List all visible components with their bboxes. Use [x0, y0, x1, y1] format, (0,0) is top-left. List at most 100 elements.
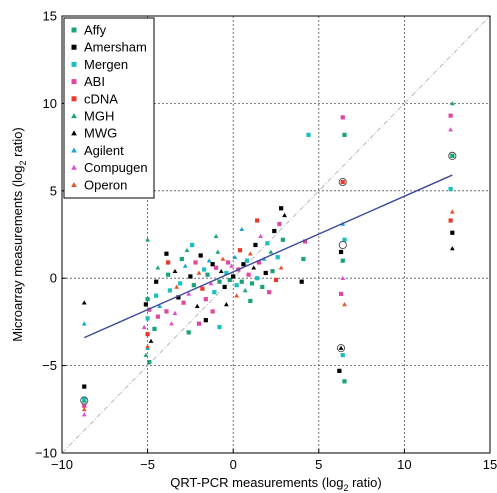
data-point [218, 268, 224, 274]
data-point [188, 274, 193, 279]
legend-marker [71, 130, 77, 136]
data-point [196, 321, 202, 326]
data-point [244, 258, 249, 263]
data-point [154, 293, 159, 298]
data-point [267, 290, 272, 295]
data-point [182, 263, 188, 268]
data-point-circle [338, 240, 347, 250]
data-point [340, 275, 346, 280]
data-point [234, 293, 240, 298]
data-point [342, 237, 347, 242]
data-point [232, 254, 238, 260]
data-point [239, 279, 244, 284]
legend-marker [71, 44, 77, 50]
data-point [450, 153, 455, 158]
data-point [179, 256, 184, 262]
y-tick-label: 10 [43, 96, 57, 111]
data-point [340, 179, 345, 185]
legend-label: MWG [84, 126, 117, 141]
axis-ticks: −10 −5 0 5 10 15 −10 −5 0 5 10 15 [35, 9, 497, 473]
data-point [81, 321, 87, 326]
data-point [143, 302, 148, 307]
data-point [256, 260, 261, 265]
data-point [190, 242, 195, 248]
data-point [268, 249, 274, 254]
data-point [217, 279, 222, 284]
data-point [448, 113, 453, 118]
data-point [81, 412, 87, 417]
x-axis-label: QRT-PCR measurements (log2 ratio) [170, 475, 381, 493]
data-point [342, 302, 347, 307]
data-point [448, 218, 453, 223]
legend-label: Agilent [84, 143, 124, 158]
regression-line [83, 174, 453, 339]
data-point [448, 127, 454, 132]
legend-label: Mergen [84, 57, 128, 72]
data-point [174, 284, 180, 289]
data-point [210, 262, 215, 267]
data-point [172, 268, 178, 274]
legend-label: Affy [84, 23, 107, 38]
data-point [198, 253, 203, 258]
data-point [176, 295, 181, 300]
data-point [194, 303, 200, 308]
x-tick-label: 15 [483, 457, 497, 472]
data-point [145, 297, 150, 302]
data-point [282, 212, 287, 218]
legend-label: Amersham [84, 40, 147, 55]
data-point [449, 209, 455, 214]
data-point [196, 270, 202, 275]
data-point [155, 314, 160, 319]
data-point [306, 132, 311, 137]
data-point [224, 270, 229, 276]
data-point [280, 237, 285, 242]
data-point [155, 265, 161, 270]
data-point [82, 396, 87, 401]
data-point [208, 281, 214, 286]
data-point [246, 272, 251, 277]
data-point [217, 325, 222, 330]
data-point [222, 284, 227, 290]
data-point [186, 291, 192, 296]
regression-fit-line [83, 174, 453, 339]
data-point [145, 237, 150, 242]
data-point [340, 115, 345, 120]
data-point [449, 101, 455, 106]
data-point [201, 267, 207, 272]
data-point [220, 256, 226, 261]
identity-line [61, 15, 491, 454]
data-point [258, 233, 263, 239]
data-point [147, 360, 152, 365]
data-point [145, 316, 150, 321]
legend-label: cDNA [84, 91, 118, 106]
data-point [448, 186, 453, 192]
data-point [338, 249, 344, 255]
data-point [265, 241, 270, 246]
data-point [277, 221, 282, 227]
data-point-circle [338, 178, 347, 187]
data-point [203, 297, 208, 302]
y-tick-label: −10 [35, 446, 57, 461]
data-point [181, 300, 186, 305]
legend-label: MGH [84, 109, 114, 124]
data-point [242, 288, 248, 293]
legend-label: Operon [84, 177, 127, 192]
data-point [169, 321, 174, 326]
data-point-circle [337, 344, 346, 353]
data-point [340, 353, 345, 358]
data-point [225, 260, 231, 265]
plot-frame [61, 15, 491, 454]
data-point [141, 324, 147, 329]
x-tick-label: 10 [397, 457, 411, 472]
data-point [260, 284, 265, 290]
data-point [203, 318, 208, 323]
x-tick-label: −10 [51, 457, 73, 472]
data-point [239, 226, 245, 232]
data-point [200, 286, 205, 291]
gridlines [62, 16, 490, 453]
data-point [229, 263, 234, 268]
data-point [82, 384, 87, 389]
x-tick-label: 0 [230, 457, 237, 472]
data-point [450, 230, 455, 235]
identity-diagonal [61, 15, 491, 454]
